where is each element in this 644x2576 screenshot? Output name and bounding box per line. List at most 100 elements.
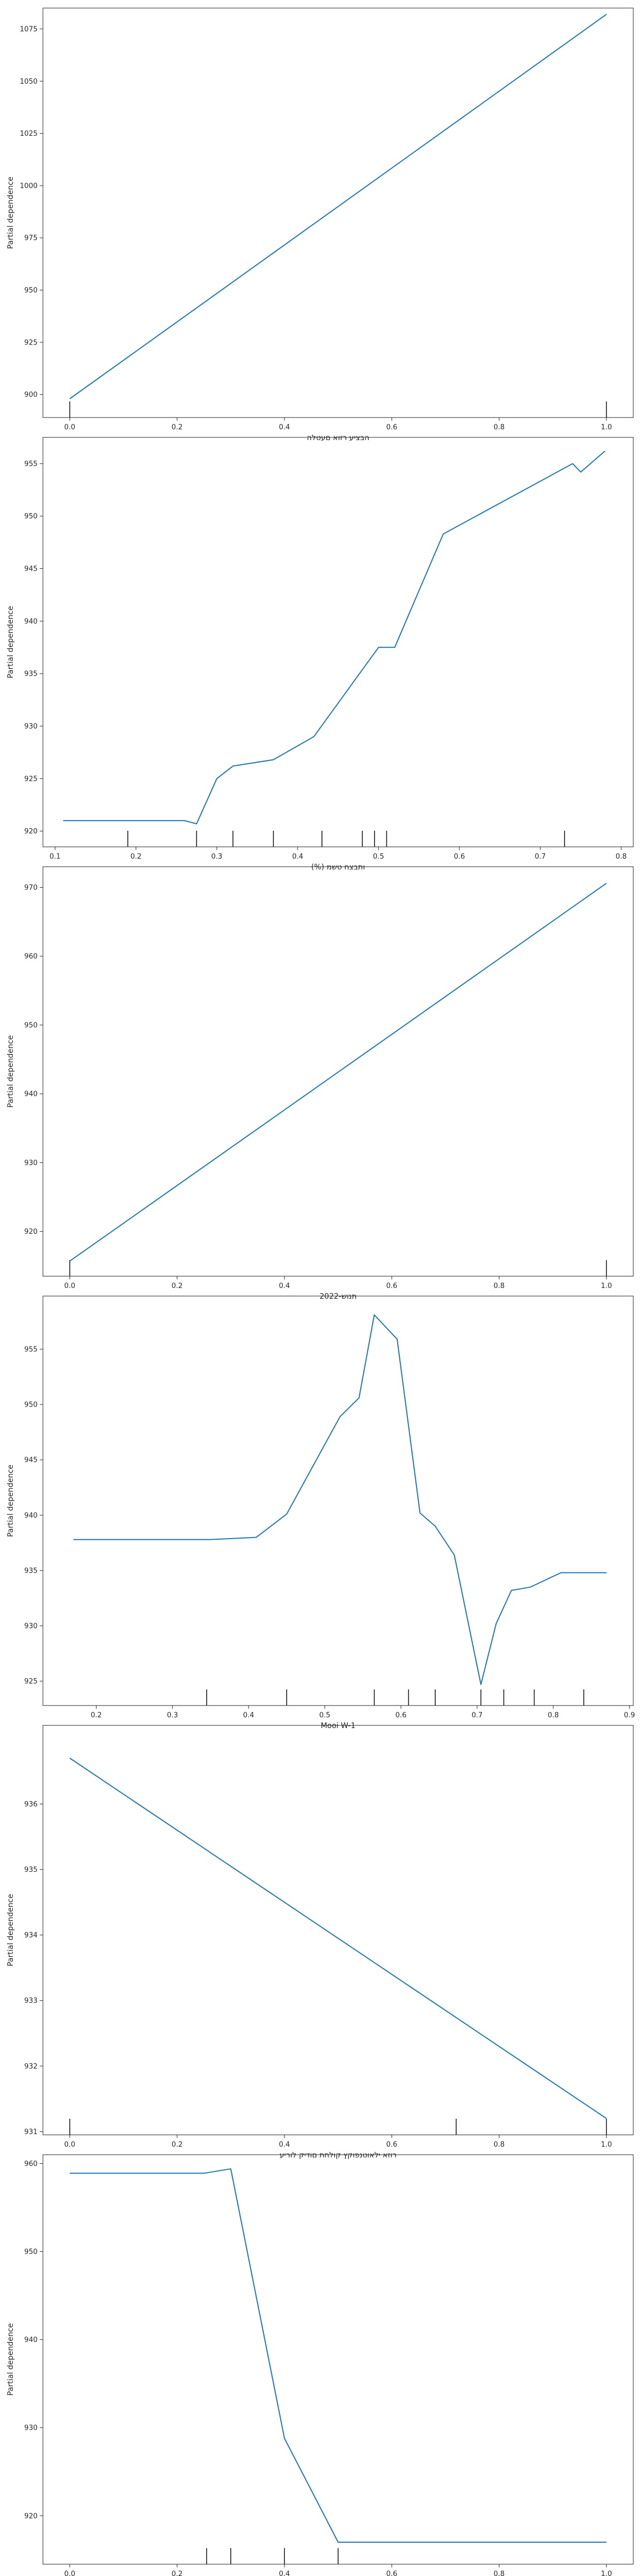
y-tick-label: 925	[24, 775, 38, 783]
y-tick-label: 1075	[20, 25, 38, 33]
x-tick-label: 1.0	[601, 2141, 612, 2149]
y-tick-label: 920	[24, 2512, 38, 2520]
x-tick-label: 0.9	[624, 1711, 635, 1719]
pd-line	[69, 1758, 607, 2119]
y-axis-label: Partial dependence	[6, 2323, 15, 2396]
x-tick-label: 1.0	[601, 2570, 612, 2576]
x-tick-label: 0.0	[64, 2141, 76, 2149]
y-tick-label: 940	[24, 618, 38, 626]
y-tick-label: 935	[24, 670, 38, 678]
x-tick-label: 0.2	[91, 1711, 102, 1719]
y-tick-label: 930	[24, 723, 38, 731]
y-tick-label: 940	[24, 1512, 38, 1520]
x-axis-label: (%) ותבצח טשמ	[311, 863, 365, 872]
x-tick-label: 0.3	[167, 1711, 178, 1719]
y-tick-label: 900	[24, 391, 38, 399]
y-tick-label: 920	[24, 1228, 38, 1236]
x-tick-label: 0.4	[243, 1711, 254, 1719]
y-tick-label: 1000	[20, 182, 38, 190]
y-tick-label: 920	[24, 828, 38, 836]
pd-line	[63, 450, 605, 824]
x-tick-label: 0.2	[172, 423, 183, 431]
x-tick-label: 1.0	[601, 423, 612, 431]
y-tick-label: 930	[24, 1622, 38, 1630]
chart-panel-2: 0.1 0.2 0.3 0.4 0.5 0.6 0.7 0.8 920 925 930 935 940 9…	[6, 437, 634, 872]
x-tick-label: 0.6	[386, 1282, 398, 1290]
x-tick-label: 0.2	[130, 853, 142, 861]
y-axis-label: Partial dependence	[6, 606, 15, 678]
x-tick-label: 0.4	[279, 423, 290, 431]
y-tick-label: 930	[24, 2424, 38, 2432]
y-axis-label: Partial dependence	[6, 177, 15, 249]
x-tick-label: 0.8	[494, 423, 505, 431]
x-tick-label: 0.4	[279, 1282, 290, 1290]
x-tick-label: 0.8	[494, 1282, 505, 1290]
x-tick-label: 0.6	[396, 1711, 407, 1719]
y-tick-label: 940	[24, 1091, 38, 1099]
pd-line	[70, 2168, 606, 2543]
x-tick-label: 0.0	[64, 1282, 76, 1290]
x-axis-label: תנוש-2022	[319, 1292, 356, 1301]
x-tick-label: 0.6	[386, 2141, 398, 2149]
y-tick-label: 935	[24, 1866, 38, 1874]
y-tick-label: 950	[24, 2248, 38, 2256]
plot-frame	[42, 1296, 634, 1706]
y-tick-label: 930	[24, 1159, 38, 1167]
x-tick-label: 0.6	[386, 2570, 398, 2576]
y-tick-label: 940	[24, 2336, 38, 2344]
y-tick-label: 925	[24, 339, 38, 347]
plot-frame	[42, 437, 634, 847]
y-tick-label: 925	[24, 1678, 38, 1686]
y-tick-label: 960	[24, 953, 38, 961]
y-tick-label: 960	[24, 2160, 38, 2168]
x-tick-label: 0.5	[319, 1711, 331, 1719]
x-tick-label: 0.7	[535, 853, 546, 861]
y-tick-label: 945	[24, 1457, 38, 1465]
y-tick-label: 970	[24, 884, 38, 892]
y-tick-label: 931	[24, 2128, 38, 2136]
x-tick-label: 0.0	[64, 2570, 76, 2576]
x-tick-label: 0.8	[494, 2570, 505, 2576]
y-tick-label: 933	[24, 1997, 38, 2005]
x-axis-label: Mooi W-1	[321, 1722, 356, 1730]
plot-frame	[42, 866, 634, 1277]
pd-line	[69, 13, 607, 399]
chart-panel-5: 0.0 0.2 0.4 0.6 0.8 1.0 931 932 933 934 935 936 רוזא…	[6, 1725, 634, 2160]
x-tick-label: 1.0	[601, 1282, 612, 1290]
chart-panel-4: 0.2 0.3 0.4 0.5 0.6 0.7 0.8 0.9 925 930 935 940 945 9…	[6, 1296, 635, 1730]
chart-panel-3: 0.0 0.2 0.4 0.6 0.8 1.0 920 930 940 950 960 970 תנוש…	[6, 866, 634, 1301]
x-tick-label: 0.2	[172, 1282, 183, 1290]
y-tick-label: 936	[24, 1801, 38, 1809]
plot-frame	[42, 2154, 634, 2565]
x-tick-label: 0.6	[386, 423, 398, 431]
x-tick-label: 0.8	[616, 853, 627, 861]
y-axis-label: Partial dependence	[6, 1894, 15, 1966]
plot-frame	[42, 8, 634, 418]
x-tick-label: 0.8	[494, 2141, 505, 2149]
x-tick-label: 0.0	[64, 423, 76, 431]
y-tick-label: 934	[24, 1931, 38, 1940]
x-tick-label: 0.4	[292, 853, 303, 861]
y-tick-label: 945	[24, 565, 38, 573]
x-axis-label: הבציע רזוא םעטלה	[307, 434, 370, 442]
chart-panel-1: 0.0 0.2 0.4 0.6 0.8 1.0 900 925 950 975 1000 1025 10…	[6, 8, 634, 442]
x-tick-label: 0.2	[172, 2141, 183, 2149]
plot-frame	[42, 1725, 634, 2135]
y-tick-label: 1025	[20, 130, 38, 138]
y-axis-label: Partial dependence	[6, 1465, 15, 1537]
x-tick-label: 0.1	[49, 853, 61, 861]
x-tick-label: 0.3	[211, 853, 223, 861]
x-tick-label: 0.6	[454, 853, 465, 861]
pd-line	[73, 1314, 607, 1685]
y-tick-label: 1050	[20, 78, 38, 86]
x-tick-label: 0.4	[279, 2570, 290, 2576]
y-tick-label: 955	[24, 460, 38, 468]
y-tick-label: 950	[24, 287, 38, 295]
y-tick-label: 932	[24, 2062, 38, 2070]
y-tick-label: 975	[24, 235, 38, 243]
x-tick-label: 0.8	[548, 1711, 559, 1719]
pd-line	[69, 882, 607, 1262]
y-tick-label: 955	[24, 1345, 38, 1353]
